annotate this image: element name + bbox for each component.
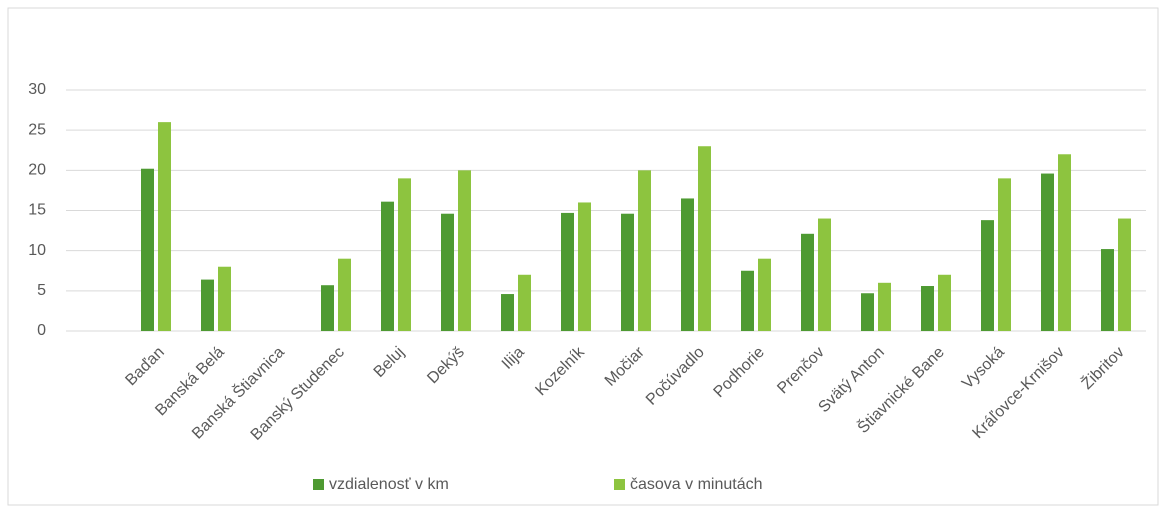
x-tick-label: Močiar xyxy=(602,343,648,389)
y-tick-label: 0 xyxy=(37,322,46,339)
bar xyxy=(518,274,531,331)
legend-swatch xyxy=(614,479,625,490)
bar xyxy=(758,258,771,331)
x-tick-label: Počúvadlo xyxy=(643,344,708,409)
bar xyxy=(201,279,214,331)
x-tick-label: Podhorie xyxy=(711,344,768,401)
x-tick-label: Kozelník xyxy=(532,343,588,399)
y-tick-label: 30 xyxy=(28,81,46,98)
bar xyxy=(1041,173,1054,331)
bar xyxy=(818,218,831,331)
y-tick-label: 10 xyxy=(28,242,46,259)
bar xyxy=(1118,218,1131,331)
legend-label: vzdialenosť v km xyxy=(329,476,449,493)
bar xyxy=(218,266,231,331)
x-tick-label: Baďan xyxy=(122,344,167,389)
bar xyxy=(981,220,994,331)
bar xyxy=(638,170,651,331)
bar xyxy=(141,168,154,331)
bar xyxy=(861,293,874,331)
legend-label: časova v minutách xyxy=(630,476,763,493)
y-tick-label: 5 xyxy=(37,282,46,299)
bar xyxy=(158,122,171,331)
bar xyxy=(621,213,634,331)
chart-border xyxy=(7,7,1159,506)
bar xyxy=(321,285,334,331)
legend-swatch xyxy=(313,479,324,490)
bar xyxy=(398,178,411,331)
y-tick-label: 25 xyxy=(28,121,46,138)
x-tick-label: Ilija xyxy=(499,344,528,373)
bar xyxy=(681,198,694,331)
bar xyxy=(458,170,471,331)
bar xyxy=(921,286,934,331)
bar xyxy=(998,178,1011,331)
bar xyxy=(938,274,951,331)
x-tick-label: Prenčov xyxy=(774,344,828,398)
bar xyxy=(741,270,754,331)
x-tick-label: Dekýš xyxy=(424,344,467,387)
x-tick-label: Žibritov xyxy=(1077,342,1128,393)
bar xyxy=(441,213,454,331)
y-tick-label: 15 xyxy=(28,202,46,219)
y-tick-label: 20 xyxy=(28,162,46,179)
bar xyxy=(1058,154,1071,331)
bar xyxy=(338,258,351,331)
bar xyxy=(878,282,891,331)
x-tick-label: Beluj xyxy=(371,344,408,381)
bar xyxy=(1101,249,1114,331)
bar xyxy=(698,146,711,331)
x-tick-label: Vysoká xyxy=(959,344,1008,393)
bar xyxy=(381,201,394,331)
bar xyxy=(578,202,591,331)
bar xyxy=(561,212,574,331)
bar xyxy=(801,233,814,331)
bar xyxy=(501,294,514,331)
